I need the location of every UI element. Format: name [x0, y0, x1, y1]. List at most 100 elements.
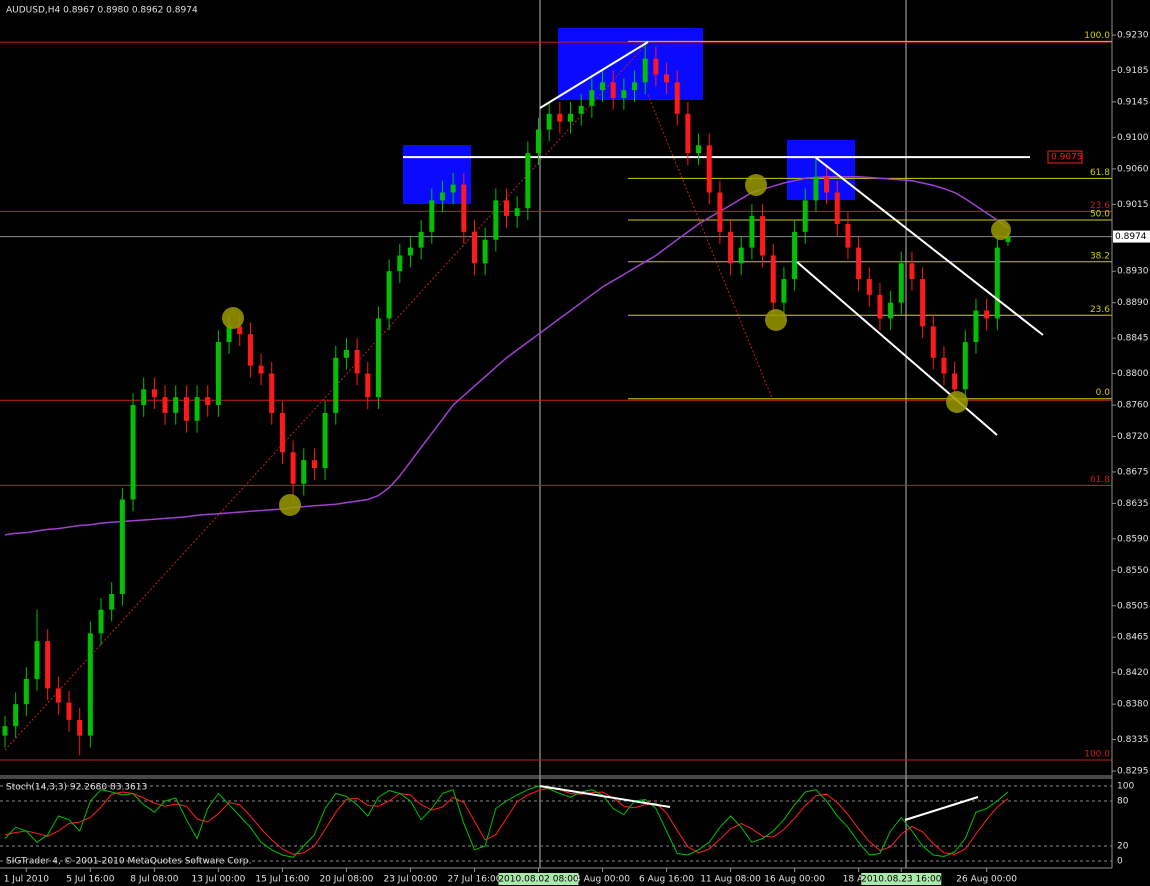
- candle-body: [792, 231, 798, 280]
- candle-body: [98, 609, 104, 634]
- plot: 0.9230 0.9185 0.9145 0.9100 0.9060 0.9015 0.89…: [0, 31, 1150, 885]
- last-price-box: [1113, 230, 1150, 243]
- y-tick-label: 0.8590: [1117, 534, 1149, 544]
- candle-body: [824, 176, 830, 193]
- y-tick-label: 0.8890: [1117, 298, 1149, 308]
- y-tick-label: 0.8720: [1117, 432, 1149, 442]
- candle-body: [397, 255, 403, 272]
- candle-body: [749, 216, 755, 248]
- trend-line: [539, 41, 649, 109]
- candle-body: [802, 200, 808, 232]
- drawings-front: [222, 41, 1044, 821]
- candle-body: [407, 247, 413, 256]
- candle-body: [429, 200, 435, 232]
- candle-body: [738, 247, 744, 264]
- highlight-circle: [946, 391, 968, 413]
- candle-body: [706, 145, 712, 193]
- candle-body: [87, 633, 93, 736]
- fib-base-line: [4, 41, 649, 751]
- y-tick-label: 0.8760: [1117, 401, 1149, 411]
- zone-box: [787, 140, 855, 200]
- candle-body: [311, 460, 317, 469]
- candle-body: [696, 145, 702, 154]
- candle-body: [813, 176, 819, 201]
- y-tick-label: 0.8845: [1117, 334, 1149, 344]
- candle-body: [226, 326, 232, 343]
- candle-body: [653, 58, 659, 75]
- x-tick-label: 16 Aug 00:00: [764, 875, 825, 885]
- stoch-tick-label: 100: [1117, 781, 1134, 791]
- labels: AUDUSD,H4 0.8967 0.8980 0.8962 0.8974 St…: [6, 6, 251, 867]
- candle-body: [674, 82, 680, 114]
- level-box: [1047, 150, 1083, 164]
- candle-body: [536, 129, 541, 154]
- candle-body: [642, 58, 648, 83]
- candle-body: [525, 153, 531, 209]
- y-tick-label: 0.9100: [1117, 133, 1149, 143]
- x-tick-highlight: [498, 873, 579, 885]
- candle-body: [34, 641, 40, 679]
- candle-body: [354, 349, 360, 374]
- x-tick-label: 2010.08.23 16:00: [861, 875, 942, 885]
- x-tick-label: 15 Jul 16:00: [255, 875, 309, 885]
- candle-body: [173, 397, 179, 413]
- y-tick-label: 0.9145: [1117, 97, 1149, 107]
- candle-body: [151, 389, 157, 398]
- candle-body: [930, 326, 936, 358]
- candle-body: [269, 373, 275, 413]
- stoch-tick-label: 0: [1117, 857, 1123, 867]
- candle-body: [13, 704, 19, 727]
- fib-level-label: 23.6: [1090, 305, 1110, 315]
- candle-body: [77, 719, 83, 736]
- y-tick-label: 0.8420: [1117, 668, 1149, 678]
- candle-body: [450, 184, 456, 193]
- y-tick-label: 0.9230: [1117, 31, 1149, 41]
- fib-base-line: [647, 94, 773, 399]
- candle-body: [23, 678, 29, 705]
- candle-body: [941, 357, 947, 374]
- candle-body: [781, 279, 787, 303]
- zone-box: [403, 145, 471, 204]
- x-tick-label: 27 Jul 16:00: [447, 875, 501, 885]
- stoch-line: [4, 785, 1009, 858]
- chart-header: AUDUSD,H4 0.8967 0.8980 0.8962 0.8974: [6, 6, 198, 16]
- candle-body: [55, 688, 61, 703]
- x-tick-label: 1 Jul 2010: [4, 875, 49, 885]
- candle-body: [621, 90, 627, 99]
- y-tick-label: 0.8550: [1117, 566, 1149, 576]
- candle-body: [546, 113, 552, 130]
- candle-body: [856, 247, 862, 280]
- fib-level-label: 100.0: [1084, 31, 1110, 41]
- fib-level-label: 100.0: [1084, 750, 1110, 760]
- drawings-back: [4, 0, 907, 868]
- candle-body: [898, 263, 904, 303]
- candle-body: [920, 279, 926, 327]
- x-tick-label: 6 Aug 16:00: [639, 875, 694, 885]
- candle-body: [845, 223, 851, 248]
- candle-body: [632, 82, 638, 91]
- fib-level-label: 50.0: [1090, 210, 1110, 220]
- candle-body: [503, 200, 509, 217]
- candle-body: [183, 397, 189, 421]
- candle-body: [439, 192, 445, 201]
- x-tick-label: 4 Aug 00:00: [575, 875, 630, 885]
- fib-level-label: 23.6: [1090, 201, 1110, 211]
- x-tick-label: 2010.08.02 08:00: [498, 875, 579, 885]
- candle-body: [770, 255, 776, 303]
- candle-body: [333, 357, 339, 413]
- zone-box: [558, 28, 703, 100]
- candle-body: [877, 294, 883, 319]
- candle-body: [1005, 236, 1011, 243]
- candle-body: [557, 113, 563, 122]
- candle-body: [578, 105, 584, 114]
- candle-body: [322, 412, 328, 469]
- trend-line: [814, 156, 1044, 336]
- candle-body: [514, 208, 520, 217]
- stoch-tick-label: 80: [1117, 796, 1129, 806]
- highlight-circle: [222, 307, 244, 329]
- candle-body: [237, 326, 243, 335]
- candle-body: [141, 389, 147, 406]
- candle-body: [365, 373, 371, 398]
